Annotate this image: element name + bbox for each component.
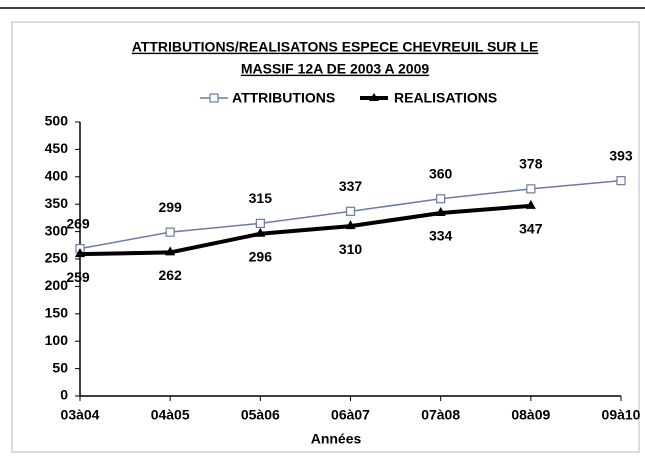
y-tick-label: 300 <box>45 222 69 238</box>
legend-marker <box>209 93 219 103</box>
y-tick-label: 0 <box>60 387 68 403</box>
data-label: 393 <box>609 147 633 163</box>
point-marker <box>165 227 175 237</box>
data-label: 347 <box>519 221 543 237</box>
point-marker <box>165 246 176 256</box>
data-label: 315 <box>249 190 273 206</box>
y-tick-label: 450 <box>45 140 69 156</box>
chart-title: ATTRIBUTIONS/REALISATONS ESPECE CHEVREUI… <box>132 39 539 55</box>
data-label: 337 <box>339 178 363 194</box>
point-marker <box>435 206 446 216</box>
data-label: 269 <box>66 215 90 231</box>
point-marker <box>436 194 446 204</box>
legend-label: ATTRIBUTIONS <box>232 90 335 106</box>
point-marker <box>526 184 536 194</box>
x-tick-label: 08à09 <box>511 407 550 423</box>
x-tick-label: 04à05 <box>151 407 190 423</box>
x-axis-label: Années <box>311 431 362 447</box>
y-tick-label: 200 <box>45 277 69 293</box>
data-label: 259 <box>66 269 90 285</box>
chart-frame <box>11 21 640 453</box>
point-marker <box>525 199 536 209</box>
legend-marker <box>369 93 379 101</box>
data-label: 299 <box>158 199 182 215</box>
legend-label: REALISATIONS <box>394 90 497 106</box>
x-tick-label: 05à06 <box>241 407 280 423</box>
y-tick-label: 50 <box>52 359 68 375</box>
y-tick-label: 150 <box>45 305 69 321</box>
y-tick-label: 250 <box>45 250 69 266</box>
data-label: 334 <box>429 228 453 244</box>
x-tick-label: 03à04 <box>61 407 100 423</box>
point-marker <box>345 220 356 230</box>
data-label: 378 <box>519 156 543 172</box>
data-label: 262 <box>158 267 182 283</box>
point-marker <box>616 176 626 186</box>
y-tick-label: 100 <box>45 332 69 348</box>
x-tick-label: 09à10 <box>602 407 641 423</box>
chart-title: MASSIF 12A DE 2003 A 2009 <box>241 61 430 77</box>
series-line <box>79 203 531 257</box>
data-label: 360 <box>429 165 453 181</box>
y-tick-label: 500 <box>45 113 69 129</box>
y-tick-label: 400 <box>45 168 69 184</box>
point-marker <box>75 248 85 258</box>
data-label: 310 <box>339 241 363 257</box>
point-marker <box>345 206 356 216</box>
point-marker <box>255 218 265 228</box>
x-tick-label: 06à07 <box>331 407 370 423</box>
x-tick-label: 07à08 <box>421 407 460 423</box>
point-marker <box>255 227 266 237</box>
y-tick-label: 350 <box>45 195 69 211</box>
data-label: 296 <box>249 248 273 264</box>
